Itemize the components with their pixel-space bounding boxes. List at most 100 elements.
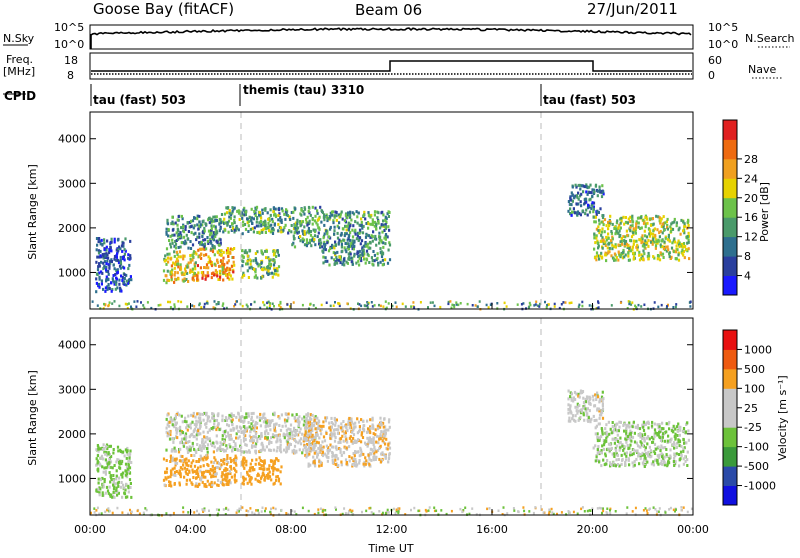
scatter-pixel-2272 — [402, 303, 404, 306]
scatter-pixel-1560 — [604, 218, 606, 221]
scatter-pixel-2129 — [123, 267, 125, 270]
scatter-pixel-2315 — [198, 304, 200, 307]
scatter-pixel-839 — [299, 239, 301, 242]
scatter-pixel-525 — [170, 222, 172, 225]
scatter-pixel-914 — [238, 413, 240, 416]
scatter-pixel-1439 — [354, 422, 356, 425]
scatter-pixel-858 — [297, 419, 299, 422]
scatter-pixel-1291 — [369, 418, 371, 421]
scatter-pixel-686 — [273, 206, 275, 209]
scatter-pixel-1692 — [627, 255, 629, 258]
scatter-pixel-2535 — [258, 512, 260, 515]
scatter-pixel-2184 — [128, 491, 130, 494]
scatter-pixel-1931 — [648, 422, 650, 425]
scatter-pixel-2323 — [459, 508, 461, 511]
scatter-pixel-745 — [225, 206, 227, 209]
scatter-pixel-875 — [313, 238, 315, 241]
scatter-pixel-559 — [215, 233, 217, 236]
scatter-pixel-2437 — [589, 509, 591, 512]
scatter-pixel-2418 — [262, 507, 264, 510]
scatter-pixel-248 — [212, 272, 214, 275]
scatter-pixel-1040 — [358, 212, 360, 215]
scatter-pixel-244 — [232, 270, 234, 273]
scatter-pixel-1977 — [613, 452, 615, 455]
scatter-pixel-1001 — [178, 427, 180, 430]
scatter-pixel-499 — [192, 243, 194, 246]
scatter-pixel-1461 — [319, 451, 321, 454]
scatter-pixel-2118 — [104, 255, 106, 258]
scatter-pixel-1207 — [332, 221, 334, 224]
scatter-pixel-243 — [169, 481, 171, 484]
scatter-pixel-2363 — [529, 302, 531, 305]
scatter-pixel-200 — [184, 467, 186, 470]
scatter-pixel-225 — [220, 249, 222, 252]
scatter-pixel-1027 — [374, 214, 376, 217]
scatter-pixel-1471 — [331, 426, 333, 429]
scatter-pixel-1024 — [326, 232, 328, 235]
scatter-pixel-2211 — [675, 303, 677, 306]
scatter-pixel-1004 — [264, 437, 266, 440]
scatter-pixel-1464 — [309, 433, 311, 436]
scatter-pixel-2050 — [115, 277, 117, 280]
scatter-pixel-2308 — [125, 496, 127, 499]
scatter-pixel-504 — [180, 226, 182, 229]
scatter-pixel-1525 — [602, 417, 604, 420]
scatter-pixel-71 — [164, 254, 166, 257]
scatter-pixel-2301 — [123, 487, 125, 490]
scatter-pixel-950 — [289, 435, 291, 438]
scatter-pixel-1795 — [659, 449, 661, 452]
scatter-pixel-1304 — [345, 242, 347, 245]
scatter-pixel-540 — [262, 413, 264, 416]
scatter-pixel-529 — [187, 247, 189, 250]
scatter-pixel-1162 — [333, 429, 335, 432]
noise-panel — [90, 25, 693, 49]
scatter-pixel-938 — [285, 425, 287, 428]
scatter-pixel-1607 — [593, 415, 595, 418]
scatter-pixel-2196 — [638, 304, 640, 307]
scatter-pixel-2332 — [227, 509, 229, 512]
scatter-pixel-193 — [211, 481, 213, 484]
scatter-pixel-98 — [234, 481, 236, 484]
scatter-pixel-2014 — [677, 430, 679, 433]
scatter-pixel-1829 — [610, 463, 612, 466]
scatter-pixel-2262 — [98, 447, 100, 450]
scatter-pixel-542 — [178, 233, 180, 236]
scatter-pixel-1534 — [663, 229, 665, 232]
scatter-pixel-753 — [224, 229, 226, 232]
scatter-pixel-1410 — [591, 195, 593, 198]
scatter-pixel-1562 — [626, 230, 628, 233]
scatter-pixel-1872 — [607, 227, 609, 230]
scatter-pixel-2321 — [234, 303, 236, 306]
scatter-pixel-88 — [163, 479, 165, 482]
scatter-pixel-1924 — [686, 464, 688, 467]
scatter-pixel-736 — [202, 413, 204, 416]
scatter-pixel-2377 — [367, 306, 369, 309]
scatter-pixel-483 — [175, 222, 177, 225]
scatter-pixel-2017 — [597, 448, 599, 451]
scatter-pixel-1435 — [311, 438, 313, 441]
scatter-pixel-173 — [201, 248, 203, 251]
scatter-pixel-1071 — [352, 235, 354, 238]
scatter-pixel-263 — [248, 276, 250, 279]
scatter-pixel-1418 — [572, 186, 574, 189]
scatter-pixel-1755 — [658, 446, 660, 449]
scatter-pixel-1587 — [571, 399, 573, 402]
scatter-pixel-621 — [242, 224, 244, 227]
scatter-pixel-2519 — [95, 509, 97, 512]
scatter-pixel-1948 — [651, 425, 653, 428]
scatter-pixel-1124 — [368, 261, 370, 264]
scatter-pixel-1309 — [323, 216, 325, 219]
scatter-pixel-1952 — [101, 283, 103, 286]
scatter-pixel-607 — [270, 436, 272, 439]
scatter-pixel-1185 — [352, 211, 354, 214]
scatter-pixel-1015 — [346, 229, 348, 232]
scatter-pixel-710 — [262, 212, 264, 215]
scatter-pixel-1929 — [625, 427, 627, 430]
scatter-pixel-1822 — [640, 239, 642, 242]
scatter-pixel-2051 — [111, 241, 113, 244]
scatter-pixel-194 — [188, 459, 190, 462]
scatter-pixel-1018 — [234, 442, 236, 445]
scatter-pixel-1425 — [570, 203, 572, 206]
scatter-pixel-764 — [172, 437, 174, 440]
scatter-pixel-1374 — [313, 461, 315, 464]
